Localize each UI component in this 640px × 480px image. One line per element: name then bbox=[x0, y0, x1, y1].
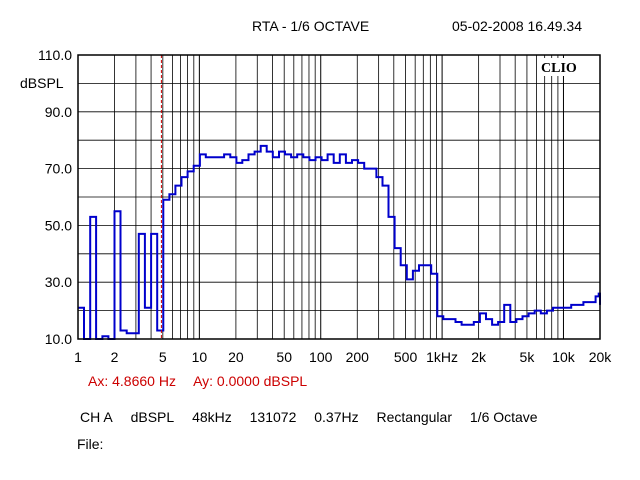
setting-resolution: 0.37Hz bbox=[314, 409, 359, 425]
timestamp: 05-02-2008 16.49.34 bbox=[452, 18, 582, 34]
x-tick-labels: 1 2 5 10 20 50 100 200 500 1kHz 2k 5k 10k 20k bbox=[74, 349, 612, 365]
trace-group bbox=[78, 144, 601, 340]
x-tick-label: 100 bbox=[309, 349, 333, 365]
chart-title: RTA - 1/6 OCTAVE bbox=[252, 18, 370, 34]
chart-grid bbox=[78, 55, 600, 339]
x-tick-label: 500 bbox=[394, 349, 418, 365]
y-tick-label: 90.0 bbox=[45, 104, 72, 120]
setting-unit: dBSPL bbox=[130, 409, 175, 425]
measurement-settings: CH A dBSPL 48kHz 131072 0.37Hz Rectangul… bbox=[80, 409, 552, 425]
y-tick-label: 10.0 bbox=[45, 331, 72, 347]
y-tick-label: 50.0 bbox=[45, 217, 72, 233]
x-tick-label: 200 bbox=[346, 349, 370, 365]
setting-fft-size: 131072 bbox=[249, 409, 297, 425]
x-tick-label: 20 bbox=[228, 349, 244, 365]
setting-channel: CH A bbox=[80, 409, 113, 425]
y-tick-label: 30.0 bbox=[45, 274, 72, 290]
x-tick-label: 2k bbox=[471, 349, 487, 365]
cursor-ay: Ay: 0.0000 dBSPL bbox=[193, 373, 308, 389]
setting-window: Rectangular bbox=[376, 409, 453, 425]
x-tick-label: 1kHz bbox=[426, 349, 458, 365]
trace-line bbox=[78, 144, 601, 340]
y-tick-labels: 10.0 30.0 50.0 70.0 90.0 110.0 bbox=[38, 47, 72, 347]
y-tick-label: 70.0 bbox=[45, 161, 72, 177]
x-tick-label: 20k bbox=[589, 349, 613, 365]
logo-background bbox=[537, 58, 597, 76]
cursor-ax: Ax: 4.8660 Hz bbox=[88, 373, 176, 389]
x-tick-label: 2 bbox=[111, 349, 119, 365]
setting-sample-rate: 48kHz bbox=[192, 409, 232, 425]
file-label: File: bbox=[77, 436, 104, 452]
clio-logo: CLIO bbox=[541, 61, 577, 76]
setting-smoothing: 1/6 Octave bbox=[469, 409, 538, 425]
y-tick-label: 110.0 bbox=[38, 47, 72, 63]
x-tick-label: 5k bbox=[520, 349, 536, 365]
x-tick-label: 10 bbox=[192, 349, 208, 365]
x-tick-label: 10k bbox=[552, 349, 576, 365]
x-tick-label: 5 bbox=[159, 349, 167, 365]
plot-frame bbox=[77, 54, 601, 340]
cursor-readout: Ax: 4.8660 Hz Ay: 0.0000 dBSPL bbox=[88, 373, 321, 389]
x-tick-label: 1 bbox=[74, 349, 82, 365]
y-axis-label: dBSPL bbox=[20, 75, 64, 91]
x-tick-label: 50 bbox=[276, 349, 292, 365]
